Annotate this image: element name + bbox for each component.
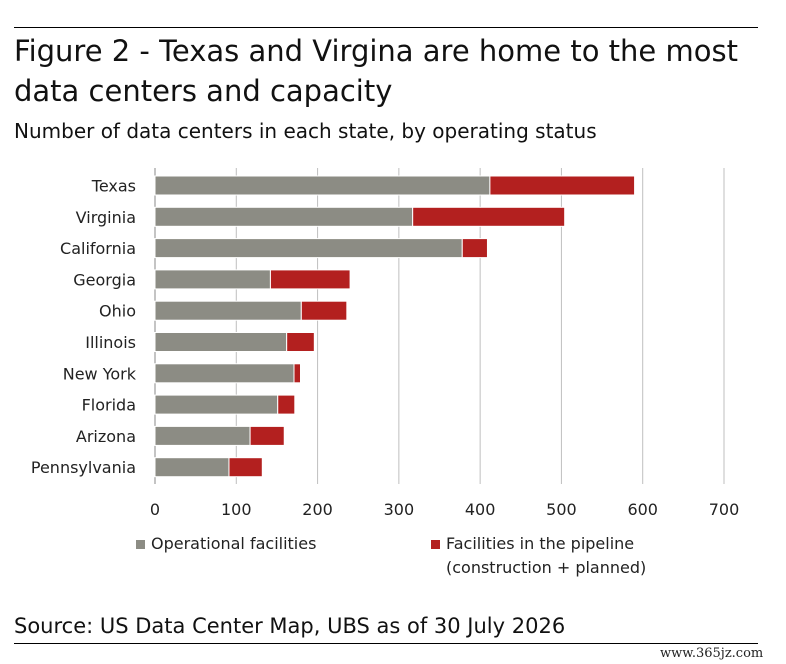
- chart-subtitle: Number of data centers in each state, by…: [14, 119, 597, 143]
- y-tick-label: Georgia: [73, 270, 136, 289]
- legend-swatch-operational: [136, 540, 145, 549]
- bar-operational: [154, 269, 271, 290]
- bar-pipeline: [277, 394, 296, 415]
- y-tick-label: Illinois: [85, 333, 136, 352]
- bar-operational: [154, 457, 230, 478]
- bar-pipeline: [269, 269, 351, 290]
- bar-pipeline: [412, 206, 566, 227]
- y-tick-label: Ohio: [99, 302, 136, 321]
- y-tick-label: Florida: [82, 396, 136, 415]
- x-tick-label: 300: [384, 500, 415, 519]
- watermark: www.365jz.com: [660, 646, 764, 661]
- bar-operational: [154, 238, 463, 259]
- top-rule: [14, 27, 758, 28]
- bar-operational: [154, 206, 414, 227]
- bar-operational: [154, 363, 295, 384]
- x-tick-label: 400: [465, 500, 496, 519]
- bar-pipeline: [300, 300, 348, 321]
- x-tick-label: 700: [709, 500, 740, 519]
- legend-label-operational: Operational facilities: [151, 534, 317, 553]
- y-tick-label: Arizona: [76, 427, 136, 446]
- bar-pipeline: [461, 238, 488, 259]
- bar-pipeline: [228, 457, 263, 478]
- y-tick-label: Texas: [91, 177, 136, 196]
- bar-pipeline: [293, 363, 302, 384]
- bar-pipeline: [489, 175, 636, 196]
- y-tick-label: Pennsylvania: [31, 458, 136, 477]
- bar-operational: [154, 394, 279, 415]
- bar-operational: [154, 175, 491, 196]
- legend-swatch-pipeline: [431, 540, 440, 549]
- bar-pipeline: [286, 332, 315, 352]
- bottom-rule: [14, 643, 758, 644]
- chart-title: Figure 2 - Texas and Virgina are home to…: [14, 34, 738, 108]
- x-tick-label: 200: [302, 500, 333, 519]
- x-tick-label: 0: [150, 500, 160, 519]
- x-tick-label: 100: [221, 500, 252, 519]
- x-tick-label: 500: [546, 500, 577, 519]
- y-tick-label: New York: [63, 364, 137, 383]
- legend-label-pipeline-line1: Facilities in the pipeline: [446, 534, 635, 553]
- bar-pipeline: [249, 425, 285, 446]
- y-tick-label: Virginia: [76, 208, 136, 227]
- x-tick-label: 600: [627, 500, 658, 519]
- bar-operational: [154, 425, 251, 446]
- source-note: Source: US Data Center Map, UBS as of 30…: [14, 614, 566, 638]
- bar-operational: [154, 300, 302, 321]
- y-tick-label: California: [60, 239, 136, 258]
- bar-operational: [154, 332, 288, 352]
- legend-label-pipeline-line2: (construction + planned): [446, 558, 647, 577]
- bar-chart: 0 100 200 300 400 500 600 700 Texas Virginia Calif…: [31, 168, 740, 519]
